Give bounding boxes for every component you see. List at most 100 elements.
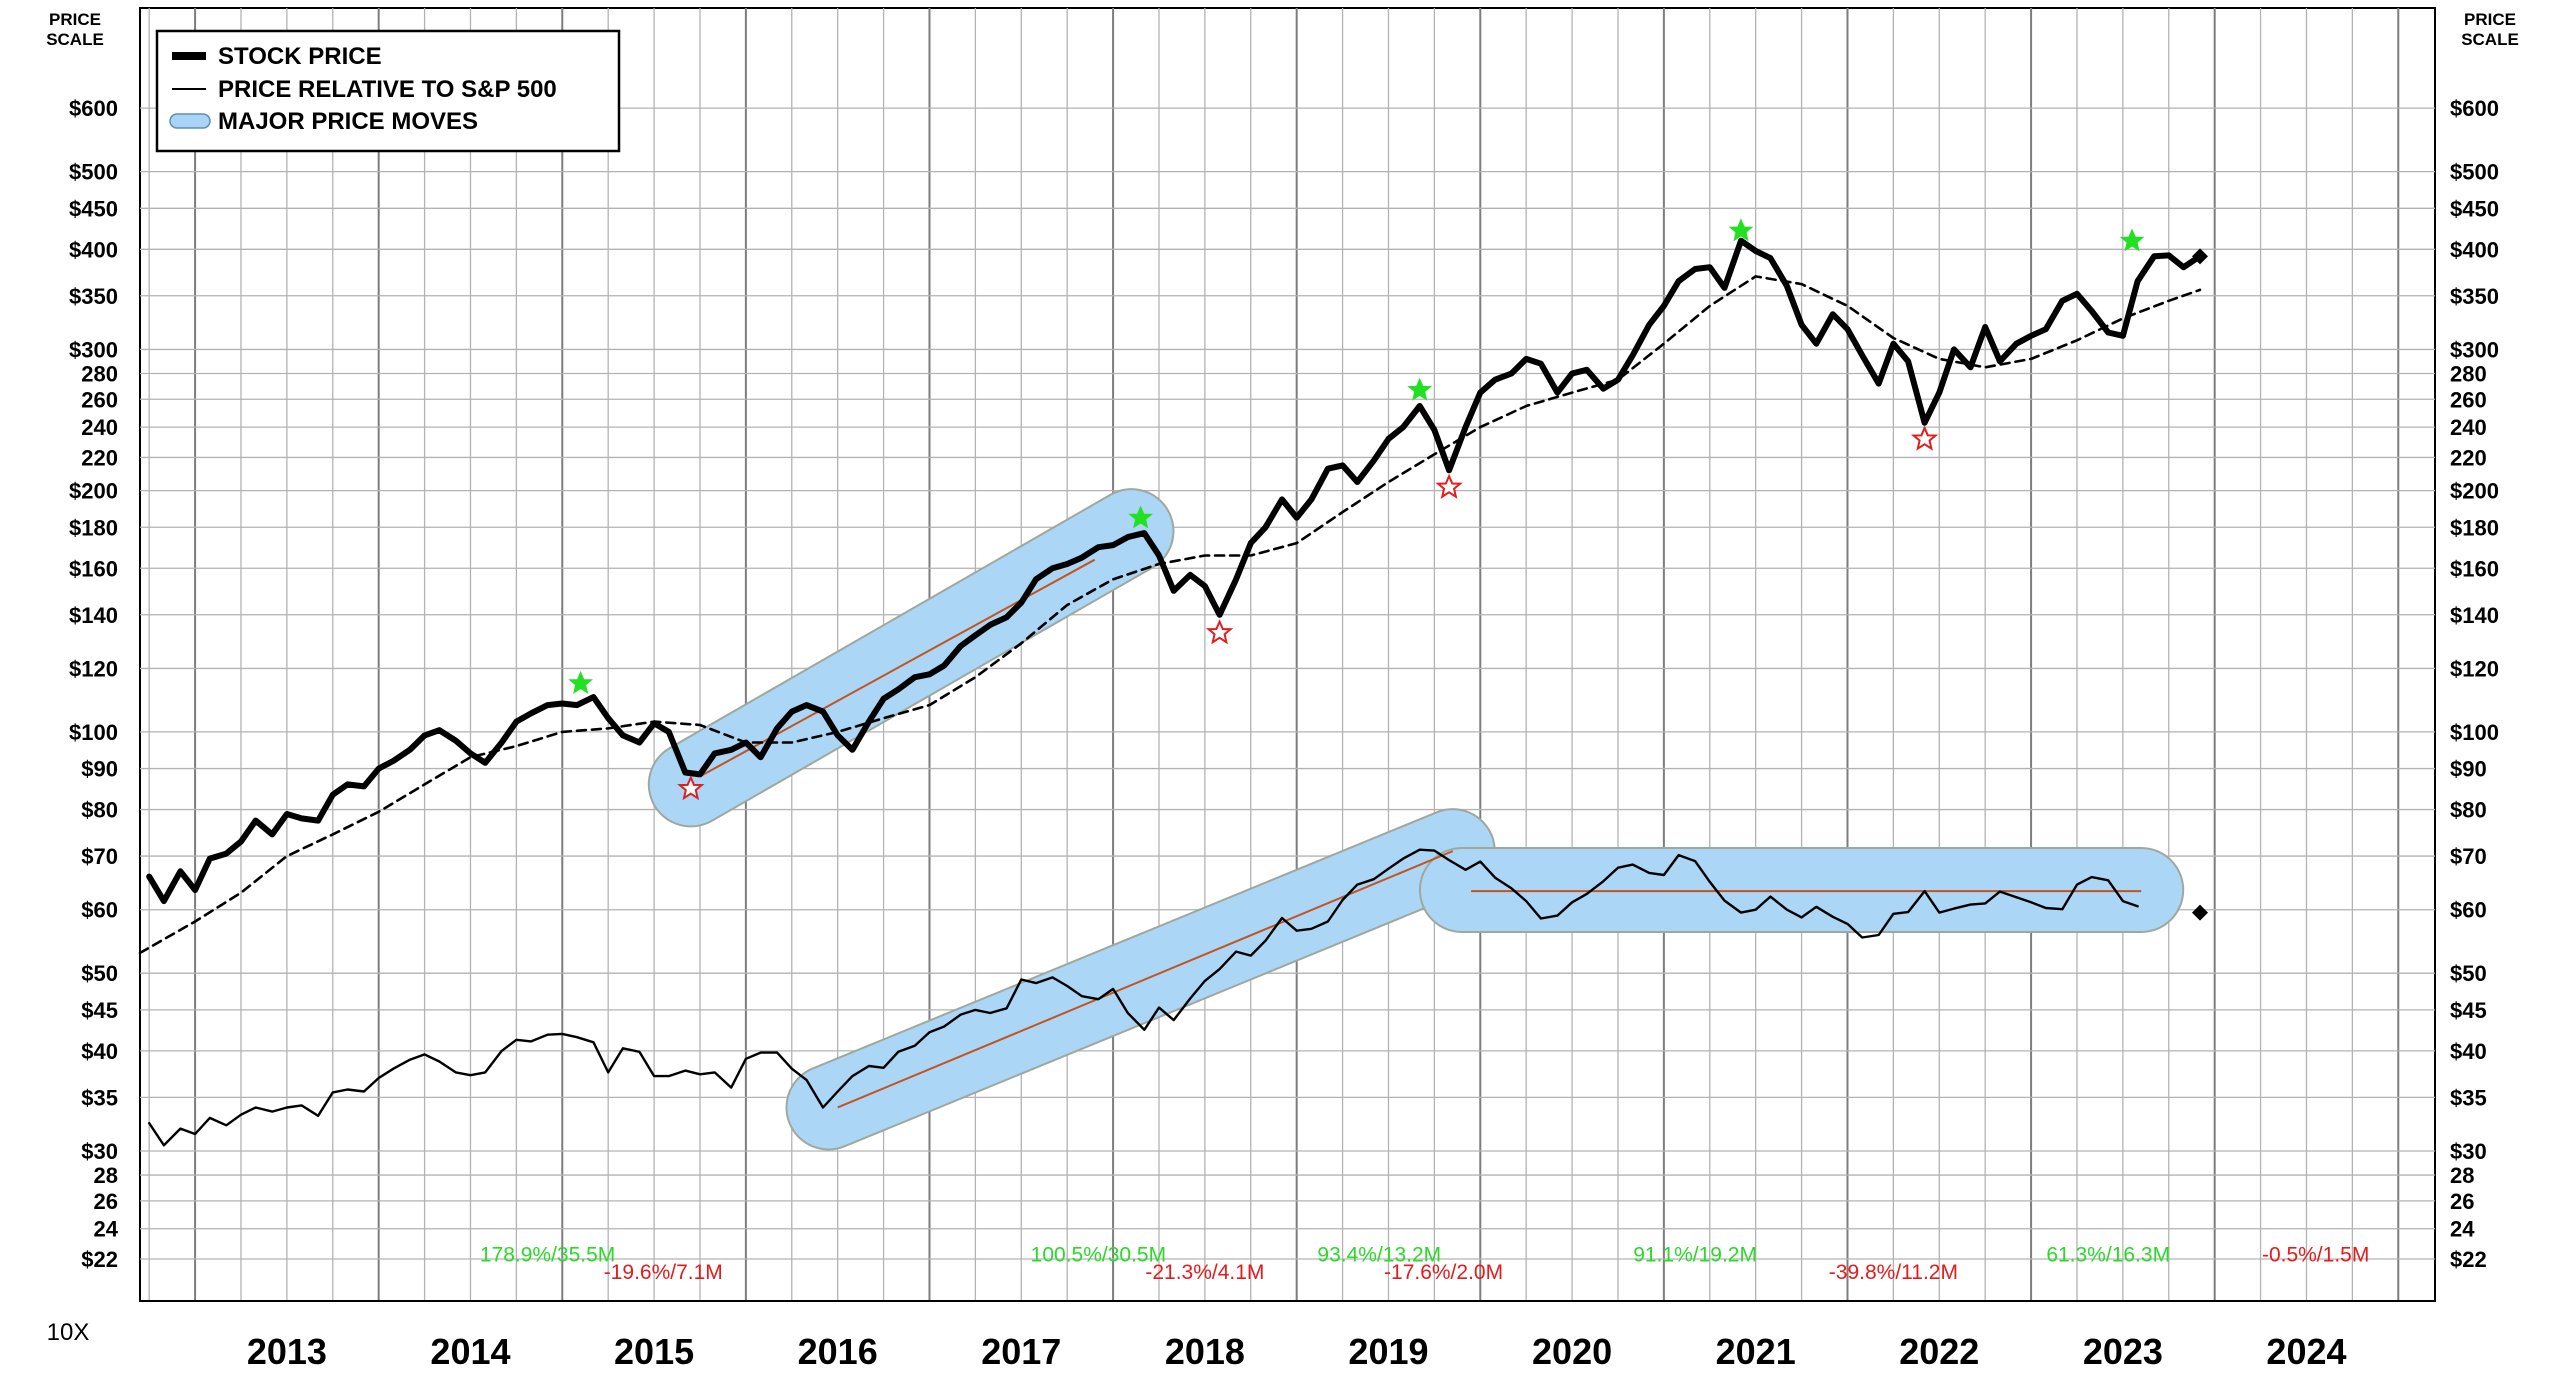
left-tick-label: $35 xyxy=(81,1085,118,1110)
relative-strength-line xyxy=(148,848,2139,1147)
right-tick-label: $180 xyxy=(2450,515,2499,540)
left-tick-label: $30 xyxy=(81,1139,118,1164)
grid xyxy=(140,8,2435,1301)
right-tick-label: $40 xyxy=(2450,1039,2487,1064)
left-tick-label: $140 xyxy=(69,603,118,628)
x-axis: 10X 2013 2014 2015 2016 2017 2018 2019 2020 2021… xyxy=(47,1300,2435,1372)
left-tick-label: $400 xyxy=(69,237,118,262)
left-tick-label: $180 xyxy=(69,515,118,540)
right-tick-label: $600 xyxy=(2450,96,2499,121)
left-tick-label: $80 xyxy=(81,798,118,823)
year-label: 2017 xyxy=(981,1331,1061,1372)
legend-label-moves: MAJOR PRICE MOVES xyxy=(218,108,478,135)
right-tick-label: $80 xyxy=(2450,798,2487,823)
left-tick-label: $70 xyxy=(81,844,118,869)
gain-annotation: 61.3%/16.3M xyxy=(2046,1243,2170,1266)
year-label: 2019 xyxy=(1348,1331,1428,1372)
right-tick-label: $90 xyxy=(2450,757,2487,782)
left-tick-label: $22 xyxy=(81,1247,118,1272)
left-tick-label: $50 xyxy=(81,961,118,986)
end-diamond-marker xyxy=(2191,248,2208,265)
right-tick-label: $500 xyxy=(2450,160,2499,185)
legend: STOCK PRICE PRICE RELATIVE TO S&P 500 MA… xyxy=(155,29,621,153)
right-tick-label: $22 xyxy=(2450,1247,2487,1272)
left-tick-label: $120 xyxy=(69,656,118,681)
left-tick-label: $160 xyxy=(69,556,118,581)
year-label: 2013 xyxy=(247,1331,327,1372)
left-tick-label: 220 xyxy=(81,445,118,470)
right-tick-label: 240 xyxy=(2450,415,2487,440)
left-tick-label: $60 xyxy=(81,898,118,923)
left-tick-label: $40 xyxy=(81,1039,118,1064)
right-tick-label: 280 xyxy=(2450,361,2487,386)
left-scale-title-1: PRICE xyxy=(49,10,101,29)
year-label: 2023 xyxy=(2083,1331,2163,1372)
year-label: 2020 xyxy=(1532,1331,1612,1372)
right-tick-label: $35 xyxy=(2450,1085,2487,1110)
right-tick-label: $120 xyxy=(2450,656,2499,681)
series-group xyxy=(138,237,2203,1147)
gain-annotation: 93.4%/13.2M xyxy=(1317,1243,1441,1266)
trend-line xyxy=(837,850,1454,1109)
right-tick-label: $400 xyxy=(2450,237,2499,262)
right-tick-label: $50 xyxy=(2450,961,2487,986)
right-tick-label: $70 xyxy=(2450,844,2487,869)
right-tick-label: $450 xyxy=(2450,196,2499,221)
year-label: 2015 xyxy=(614,1331,694,1372)
right-tick-label: 260 xyxy=(2450,387,2487,412)
right-tick-label: $350 xyxy=(2450,284,2499,309)
left-tick-label: $90 xyxy=(81,757,118,782)
right-tick-label: 24 xyxy=(2450,1217,2475,1242)
right-scale-title-1: PRICE xyxy=(2464,10,2516,29)
left-tick-label: 28 xyxy=(94,1163,118,1188)
legend-swatch-moves xyxy=(169,113,211,129)
decline-annotation: -21.3%/4.1M xyxy=(1145,1261,1264,1284)
decline-annotation: -0.5%/1.5M xyxy=(2262,1243,2369,1266)
gain-annotation: 178.9%/35.5M xyxy=(480,1243,615,1266)
right-tick-label: 26 xyxy=(2450,1189,2474,1214)
markers xyxy=(569,219,2208,921)
left-tick-label: $300 xyxy=(69,337,118,362)
moving-average-line xyxy=(138,275,2202,955)
right-tick-label: $30 xyxy=(2450,1139,2487,1164)
left-tick-label: 24 xyxy=(94,1217,119,1242)
left-tick-label: $600 xyxy=(69,96,118,121)
year-label: 2016 xyxy=(798,1331,878,1372)
year-label: 2024 xyxy=(2266,1331,2346,1372)
scale-factor-label: 10X xyxy=(47,1319,90,1346)
left-tick-label: 280 xyxy=(81,361,118,386)
left-tick-label: 240 xyxy=(81,415,118,440)
move-annotations: 178.9%/35.5M-19.6%/7.1M 100.5%/30.5M-21.3… xyxy=(480,1243,2369,1284)
legend-label-stock: STOCK PRICE xyxy=(218,43,382,70)
left-tick-label: $100 xyxy=(69,720,118,745)
right-tick-label: $300 xyxy=(2450,337,2499,362)
year-label: 2014 xyxy=(430,1331,510,1372)
left-tick-label: 260 xyxy=(81,387,118,412)
left-tick-label: 26 xyxy=(94,1189,118,1214)
left-tick-label: $45 xyxy=(81,998,118,1023)
right-tick-label: $45 xyxy=(2450,998,2487,1023)
year-label: 2018 xyxy=(1165,1331,1245,1372)
left-tick-label: $200 xyxy=(69,479,118,504)
right-tick-label: $140 xyxy=(2450,603,2499,628)
gain-annotation: 100.5%/30.5M xyxy=(1031,1243,1166,1266)
right-tick-label: $60 xyxy=(2450,898,2487,923)
left-tick-label: $500 xyxy=(69,160,118,185)
decline-annotation: -39.8%/11.2M xyxy=(1829,1261,1958,1284)
right-scale-title-2: SCALE xyxy=(2461,30,2519,49)
right-tick-label: 220 xyxy=(2450,445,2487,470)
year-label: 2022 xyxy=(1899,1331,1979,1372)
right-tick-label: $160 xyxy=(2450,556,2499,581)
year-label: 2021 xyxy=(1716,1331,1796,1372)
right-tick-label: $200 xyxy=(2450,479,2499,504)
right-tick-label: 28 xyxy=(2450,1163,2474,1188)
left-tick-label: $450 xyxy=(69,196,118,221)
decline-annotation: -19.6%/7.1M xyxy=(604,1261,723,1284)
decline-annotation: -17.6%/2.0M xyxy=(1384,1261,1503,1284)
stock-price-line xyxy=(146,237,2203,905)
legend-label-relative: PRICE RELATIVE TO S&P 500 xyxy=(218,76,557,103)
legend-box xyxy=(155,29,621,153)
